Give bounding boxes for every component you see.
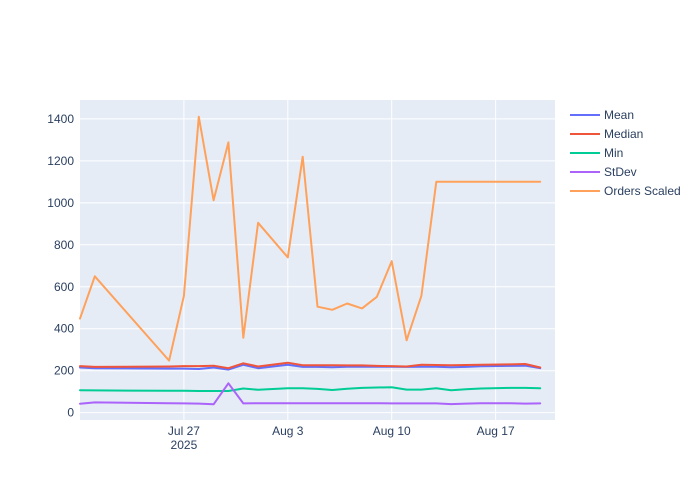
legend-item-median[interactable]: Median <box>570 127 643 141</box>
y-tick-label: 1000 <box>47 196 74 210</box>
x-tick-label: Aug 10 <box>373 424 411 438</box>
y-gridlines <box>80 118 555 414</box>
series-line <box>79 382 542 406</box>
y-tick-label: 600 <box>54 280 74 294</box>
y-tick-label: 800 <box>54 238 74 252</box>
legend-label: Orders Scaled <box>604 184 681 198</box>
x-tick-label: Aug 3 <box>272 424 304 438</box>
legend[interactable]: Mean Median Min StDev Orders Scaled <box>570 108 681 198</box>
y-tick-label: 200 <box>54 364 74 378</box>
y-axis-tick-labels: 0 200 400 600 800 1000 1200 1400 <box>47 112 74 420</box>
legend-item-orders-scaled[interactable]: Orders Scaled <box>570 184 681 198</box>
legend-item-mean[interactable]: Mean <box>570 108 634 122</box>
series-median <box>79 361 542 370</box>
series-lines <box>79 115 542 406</box>
legend-label: Min <box>604 146 623 160</box>
y-tick-label: 1400 <box>47 112 74 126</box>
y-tick-label: 400 <box>54 322 74 336</box>
series-mean <box>79 363 542 371</box>
series-orders-scaled <box>79 115 542 362</box>
x-tick-label: Aug 17 <box>477 424 515 438</box>
series-line <box>79 115 542 362</box>
x-tick-sublabel: 2025 <box>171 438 198 452</box>
legend-item-min[interactable]: Min <box>570 146 623 160</box>
x-tick-label: Jul 27 <box>168 424 200 438</box>
plot-background <box>80 100 555 420</box>
legend-label: StDev <box>604 165 637 179</box>
legend-label: Median <box>604 127 643 141</box>
series-line <box>79 363 542 371</box>
y-tick-label: 1200 <box>47 154 74 168</box>
series-line <box>79 361 542 370</box>
series-stdev <box>79 382 542 406</box>
series-line <box>79 386 542 392</box>
legend-label: Mean <box>604 108 634 122</box>
series-min <box>79 386 542 392</box>
legend-item-stdev[interactable]: StDev <box>570 165 637 179</box>
y-tick-label: 0 <box>67 406 74 420</box>
